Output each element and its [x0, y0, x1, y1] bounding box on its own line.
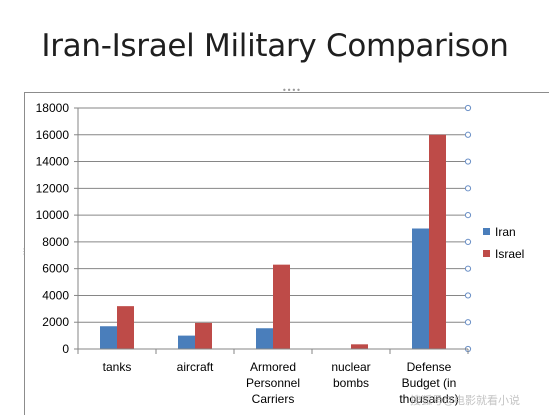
legend-swatch-israel — [483, 250, 490, 257]
legend-swatch-iran — [483, 228, 490, 235]
x-tick-label: nuclear bombs — [331, 360, 370, 390]
selection-handle — [464, 265, 472, 272]
x-tick-label: tanks — [103, 360, 132, 374]
selection-handle — [464, 319, 472, 326]
y-tick-label: 8000 — [42, 235, 69, 249]
axes — [74, 107, 469, 354]
legend-label-israel: Israel — [495, 247, 524, 261]
y-tick-label: 14000 — [36, 155, 70, 169]
resize-handle-left[interactable]: ⋮ — [20, 247, 28, 256]
chart-frame[interactable] — [24, 92, 549, 415]
selection-handle — [464, 185, 472, 192]
selection-handle — [464, 292, 472, 299]
y-tick-label: 10000 — [36, 208, 70, 222]
bars — [100, 134, 446, 349]
resize-handle-top[interactable]: •••• — [282, 86, 301, 95]
bar-iran-0 — [100, 326, 117, 349]
bar-israel-3 — [351, 344, 368, 349]
bar-iran-4 — [412, 228, 429, 349]
bar-israel-1 — [195, 322, 212, 349]
selection-handle — [464, 104, 472, 112]
selection-handle — [464, 238, 472, 245]
selection-handles — [464, 104, 472, 353]
selection-handle — [464, 158, 472, 165]
x-tick-label: Armored Personnel Carriers — [246, 360, 300, 406]
slide-title: Iran-Israel Military Comparison — [41, 28, 509, 64]
axis-labels: 0 2000 4000 6000 8000 10000 12000 14000 16000 180… — [36, 101, 459, 406]
y-tick-label: 4000 — [42, 288, 69, 302]
legend-label-iran: Iran — [495, 225, 516, 239]
selection-handle — [464, 131, 472, 138]
y-tick-label: 12000 — [36, 181, 70, 195]
y-tick-label: 0 — [62, 342, 69, 356]
y-tick-label: 6000 — [42, 262, 69, 276]
x-tick-label: aircraft — [177, 360, 214, 374]
bar-israel-2 — [273, 264, 290, 349]
x-tick-label: Defense Budget (in thousands) — [399, 360, 458, 406]
bar-iran-1 — [178, 335, 195, 349]
y-tick-label: 16000 — [36, 128, 70, 142]
bar-iran-2 — [256, 328, 273, 349]
selection-handle — [464, 212, 472, 219]
bar-israel-4 — [429, 134, 446, 349]
y-tick-label: 18000 — [36, 101, 70, 115]
legend: Iran Israel — [483, 225, 524, 261]
bar-israel-0 — [117, 306, 134, 349]
y-tick-label: 2000 — [42, 315, 69, 329]
watermark: 搜狐号@电影就看小说 — [410, 394, 520, 407]
